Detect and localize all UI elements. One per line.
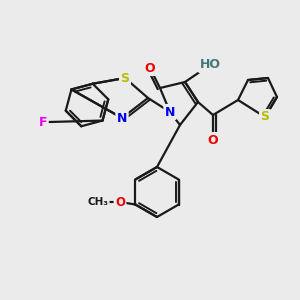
Text: HO: HO (200, 58, 220, 71)
Text: O: O (115, 196, 125, 208)
Text: CH₃: CH₃ (88, 197, 109, 207)
Text: S: S (260, 110, 269, 124)
Text: N: N (117, 112, 127, 124)
Text: F: F (39, 116, 47, 128)
Text: N: N (165, 106, 175, 118)
Text: S: S (121, 71, 130, 85)
Text: O: O (208, 134, 218, 146)
Text: O: O (145, 61, 155, 74)
